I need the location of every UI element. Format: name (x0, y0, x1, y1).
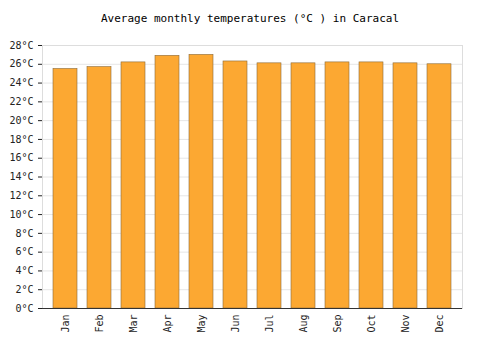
svg-text:16°C: 16°C (9, 152, 33, 163)
svg-text:10°C: 10°C (9, 209, 33, 220)
svg-text:0°C: 0°C (15, 303, 33, 314)
svg-text:May: May (196, 315, 207, 333)
svg-text:Feb: Feb (94, 315, 105, 333)
svg-text:28°C: 28°C (9, 40, 33, 51)
svg-text:Jan: Jan (60, 315, 71, 333)
svg-text:Apr: Apr (162, 315, 173, 333)
svg-text:Nov: Nov (400, 315, 411, 333)
html-text:Average monthly temperatures (: Average monthly temperatures (°C ) in Ca… (101, 12, 399, 25)
svg-text:20°C: 20°C (9, 115, 33, 126)
svg-text:12°C: 12°C (9, 190, 33, 201)
svg-text:4°C: 4°C (15, 265, 33, 276)
svg-text:Dec: Dec (434, 315, 445, 333)
svg-text:Oct: Oct (366, 315, 377, 333)
svg-text:18°C: 18°C (9, 134, 33, 145)
svg-text:Sep: Sep (332, 315, 343, 333)
svg-text:6°C: 6°C (15, 246, 33, 257)
svg-text:22°C: 22°C (9, 96, 33, 107)
svg-text:Jun: Jun (230, 315, 241, 333)
svg-text:8°C: 8°C (15, 228, 33, 239)
svg-text:2°C: 2°C (15, 284, 33, 295)
svg-text:24°C: 24°C (9, 77, 33, 88)
svg-text:Aug: Aug (298, 315, 309, 333)
svg-text:14°C: 14°C (9, 171, 33, 182)
svg-text:Jul: Jul (264, 315, 275, 333)
svg-text:Mar: Mar (128, 315, 139, 333)
svg-text:26°C: 26°C (9, 58, 33, 69)
